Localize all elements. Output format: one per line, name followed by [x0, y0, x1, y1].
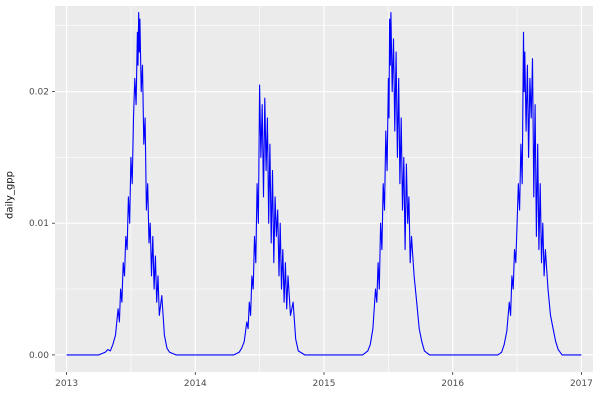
x-tick-label: 2016 [441, 379, 464, 389]
y-tick-label: 0.02 [29, 88, 49, 98]
y-axis-title: daily_gpp [4, 171, 16, 219]
y-tick-label: 0.01 [29, 219, 49, 229]
data-line [66, 12, 582, 356]
x-tick-label: 2014 [184, 379, 207, 389]
x-tick-label: 2013 [55, 379, 78, 389]
x-tick-label: 2017 [570, 379, 593, 389]
x-tick-label: 2015 [313, 379, 336, 389]
y-tick-label: 0.00 [29, 351, 49, 361]
